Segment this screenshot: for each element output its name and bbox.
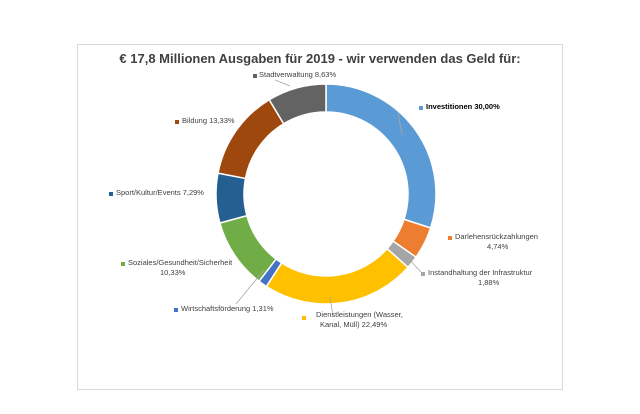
leader-line [405,255,422,273]
donut-slice [265,247,410,305]
legend-swatch [175,120,179,124]
legend-swatch [109,192,113,196]
donut-slice [325,83,437,229]
donut-slice [215,172,248,224]
legend-swatch [174,308,178,312]
data-label: Soziales/Gesundheit/Sicherheit 10,33% [128,258,233,277]
data-label: Wirtschaftsförderung 1,31% [181,304,274,313]
donut-slice [268,83,327,125]
data-label: Instandhaltung der Infrastruktur 1,88% [428,268,533,287]
data-label: Investitionen 30,00% [426,102,500,111]
data-label: Dienstleistungen (Wasser, Kanal, Müll) 22… [316,310,403,329]
chart-title: € 17,8 Millionen Ausgaben für 2019 - wir… [119,51,521,66]
data-label: Stadtverwaltung 8,63% [259,70,336,79]
leader-line [274,79,291,87]
legend-swatch [253,74,257,78]
data-label: Sport/Kultur/Events 7,29% [116,188,204,197]
leader-line [397,111,403,136]
legend-swatch [419,106,423,110]
leader-line [235,269,265,305]
data-label: Darlehensrückzahlungen 4,74% [455,232,538,251]
legend-swatch [421,272,425,276]
donut-slice [217,98,285,180]
legend-swatch [448,236,452,240]
legend-swatch [121,262,125,266]
legend-swatch [302,316,306,320]
data-label: Bildung 13,33% [182,116,235,125]
leader-line [329,296,334,317]
